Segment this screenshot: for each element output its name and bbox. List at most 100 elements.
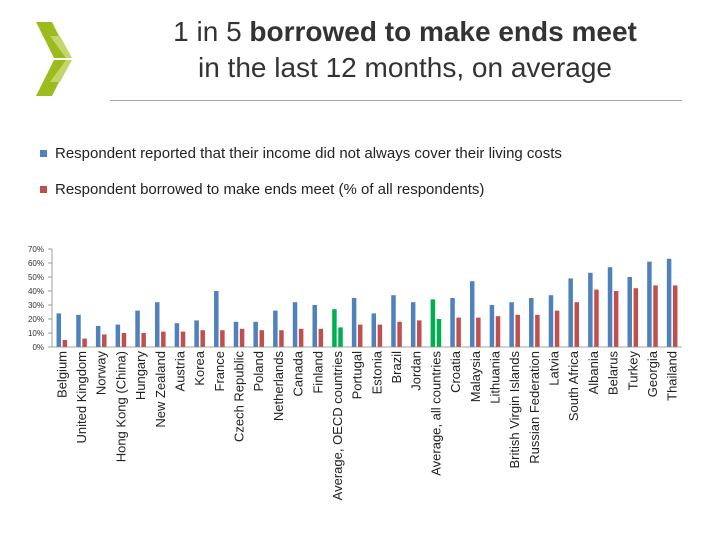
bar-borrowed-24	[535, 314, 540, 347]
title-line1-pre: 1 in 5	[173, 16, 250, 47]
page-title: 1 in 5 borrowed to make ends meet in the…	[110, 14, 700, 86]
x-tick-label: British Virgin Islands	[507, 351, 522, 469]
bar-income-11	[273, 310, 278, 347]
bar-borrowed-9	[239, 328, 245, 347]
bar-income-24	[529, 298, 534, 347]
bar-income-6	[174, 323, 180, 347]
x-tick-label: Hungary	[133, 351, 148, 401]
x-tick-label: Russian Federation	[527, 351, 542, 464]
title-divider	[110, 100, 682, 101]
bar-income-17	[391, 295, 396, 347]
x-tick-label: Netherlands	[271, 351, 286, 422]
bar-borrowed-12	[298, 328, 304, 347]
bar-income-31	[666, 258, 672, 347]
bar-borrowed-29	[633, 288, 639, 347]
x-tick-label: Average, OECD countries	[330, 351, 345, 501]
bar-borrowed-7	[200, 330, 205, 347]
bar-income-28	[607, 267, 613, 347]
x-tick-label: Croatia	[448, 350, 463, 393]
bar-borrowed-11	[279, 330, 284, 347]
legend-item-income: Respondent reported that their income di…	[40, 145, 562, 162]
x-tick-label: Turkey	[625, 351, 640, 391]
bar-income-25	[548, 295, 554, 347]
bar-income-3	[115, 324, 121, 347]
bar-borrowed-1	[82, 338, 87, 347]
bar-borrowed-4	[141, 333, 146, 347]
y-tick-label: 0%	[32, 343, 44, 352]
x-tick-label: Thailand	[665, 351, 680, 401]
bar-borrowed-25	[554, 310, 560, 347]
bar-income-26	[568, 278, 573, 347]
x-tick-label: Canada	[291, 350, 306, 396]
x-tick-label: New Zealand	[153, 351, 168, 428]
legend-swatch-income	[40, 150, 47, 157]
bar-income-18	[410, 302, 416, 347]
x-tick-label: Norway	[94, 351, 109, 396]
bar-income-7	[194, 320, 199, 347]
y-tick-label: 30%	[28, 301, 44, 310]
y-tick-label: 70%	[28, 245, 44, 254]
x-tick-label: Lithuania	[487, 350, 502, 404]
bar-borrowed-13	[318, 328, 324, 347]
logo-chevron-inner-top	[50, 36, 72, 58]
bar-income-4	[135, 310, 140, 347]
legend-swatch-borrowed	[40, 186, 47, 193]
x-tick-label: Czech Republic	[232, 351, 247, 443]
x-tick-label: Brazil	[389, 351, 404, 384]
bar-borrowed-14	[338, 327, 343, 347]
x-tick-label: Korea	[192, 350, 207, 385]
bar-borrowed-26	[574, 302, 580, 347]
y-tick-label: 20%	[28, 315, 44, 324]
y-tick-label: 40%	[28, 287, 44, 296]
bar-borrowed-5	[161, 331, 166, 347]
x-tick-label: Belgium	[54, 351, 69, 398]
bar-income-22	[489, 305, 495, 347]
bar-income-29	[627, 277, 632, 347]
x-tick-label: Portugal	[350, 351, 365, 400]
bar-income-10	[253, 321, 258, 347]
bar-income-14	[332, 309, 337, 347]
x-tick-label: Austria	[172, 350, 187, 391]
x-tick-label: Average, all countries	[428, 351, 443, 476]
x-tick-label: Hong Kong (China)	[113, 351, 128, 462]
bar-borrowed-19	[436, 319, 442, 347]
bar-borrowed-27	[594, 289, 599, 347]
bar-borrowed-6	[180, 331, 186, 347]
legend-item-borrowed: Respondent borrowed to make ends meet (%…	[40, 181, 484, 198]
bar-borrowed-2	[102, 334, 107, 347]
bar-income-23	[509, 302, 514, 347]
x-tick-label: Jordan	[409, 351, 424, 391]
bar-income-27	[588, 272, 593, 347]
title-line1-bold: borrowed to make ends meet	[249, 16, 637, 47]
legend-label-borrowed: Respondent borrowed to make ends meet (%…	[55, 181, 485, 198]
bar-borrowed-0	[62, 340, 68, 347]
bar-income-1	[76, 314, 81, 347]
x-tick-label: Poland	[251, 351, 266, 391]
y-tick-label: 50%	[28, 273, 44, 282]
bar-income-15	[351, 298, 357, 347]
x-tick-label: Malaysia	[468, 350, 483, 402]
bar-borrowed-22	[495, 316, 501, 347]
bar-borrowed-15	[357, 324, 363, 347]
bar-income-16	[371, 313, 377, 347]
bar-borrowed-21	[476, 317, 481, 347]
bar-borrowed-17	[397, 321, 402, 347]
x-tick-label: South Africa	[566, 350, 581, 421]
bar-borrowed-3	[121, 333, 127, 347]
bar-income-12	[292, 302, 298, 347]
bar-income-13	[312, 305, 317, 347]
bar-borrowed-28	[613, 291, 619, 347]
x-tick-label: Finland	[310, 351, 325, 394]
y-tick-label: 10%	[28, 329, 44, 338]
bar-borrowed-18	[417, 320, 422, 347]
bar-income-5	[154, 302, 160, 347]
x-tick-label: Belarus	[606, 351, 621, 396]
x-tick-label: Estonia	[369, 350, 384, 394]
bar-borrowed-30	[653, 285, 658, 347]
title-line2: in the last 12 months, on average	[197, 52, 613, 83]
y-tick-label: 60%	[28, 259, 44, 268]
oecd-logo-icon	[36, 22, 72, 96]
bar-borrowed-31	[672, 285, 678, 347]
bar-borrowed-10	[259, 330, 265, 347]
x-tick-label: France	[212, 351, 227, 391]
